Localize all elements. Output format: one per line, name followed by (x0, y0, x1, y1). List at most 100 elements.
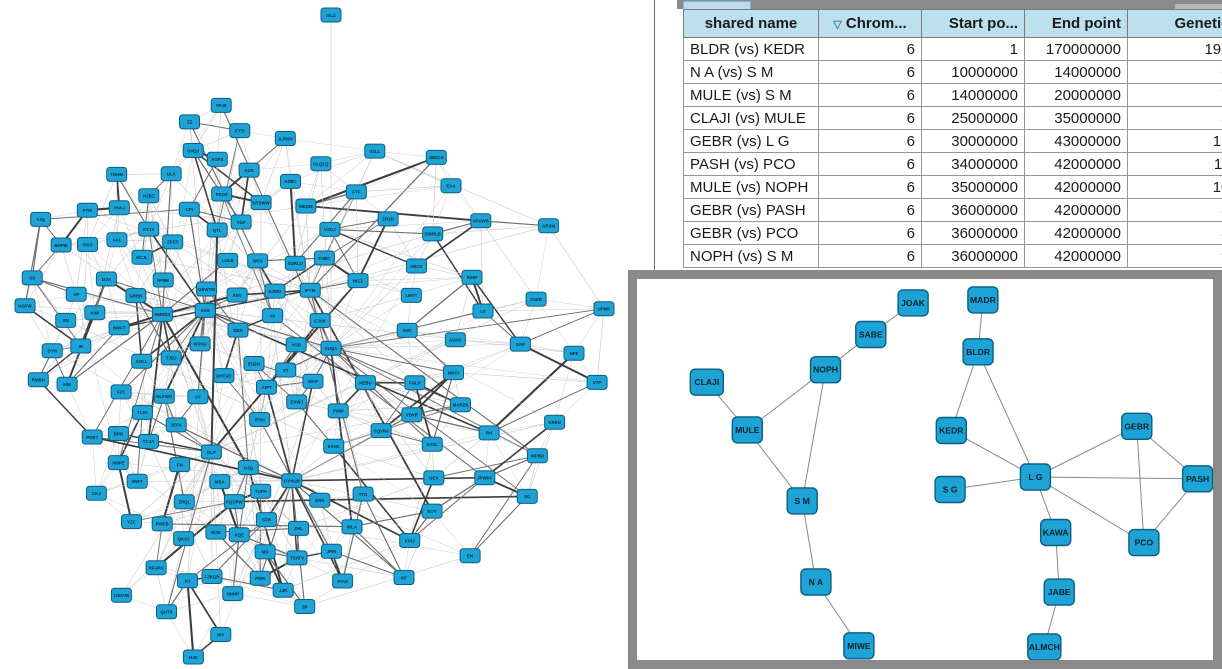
svg-text:XYZL: XYZL (427, 442, 439, 447)
svg-text:UVQJ: UVQJ (187, 148, 200, 153)
svg-text:KQE: KQE (234, 533, 244, 538)
svg-text:OYHUB: OYHUB (284, 479, 300, 484)
svg-text:KEDR: KEDR (939, 426, 964, 436)
svg-text:FXBC: FXBC (318, 256, 331, 261)
svg-text:VP: VP (73, 292, 79, 297)
svg-text:AXG: AXG (200, 308, 210, 313)
svg-text:ZHXD: ZHXD (382, 217, 394, 222)
svg-text:UGFW: UGFW (18, 304, 32, 309)
svg-text:YCJA: YCJA (143, 439, 156, 444)
svg-text:GEWTM: GEWTM (198, 287, 215, 292)
svg-text:QUTX: QUTX (160, 610, 172, 615)
svg-text:ULX: ULX (167, 172, 176, 177)
svg-text:MSA: MSA (215, 479, 226, 484)
svg-text:JABE: JABE (1048, 587, 1071, 597)
svg-text:MJA: MJA (102, 277, 112, 282)
svg-text:VBCD: VBCD (410, 264, 422, 269)
svg-text:KTJX: KTJX (143, 227, 154, 232)
svg-text:PIY: PIY (217, 632, 224, 637)
svg-text:SAP: SAP (516, 342, 525, 347)
svg-text:JPWKF: JPWKF (477, 476, 493, 481)
svg-text:KCJL: KCJL (136, 255, 148, 260)
svg-text:AUKC: AUKC (449, 338, 463, 343)
svg-text:ARXM: ARXM (542, 224, 555, 229)
svg-text:NTSWW: NTSWW (253, 200, 271, 205)
svg-text:BLDR: BLDR (966, 347, 991, 357)
svg-text:SS: SS (29, 276, 35, 281)
svg-text:L G: L G (1028, 472, 1042, 482)
svg-text:YPJE: YPJE (216, 103, 227, 108)
svg-text:YNSJ: YNSJ (114, 206, 126, 211)
svg-text:QKSJ: QKSJ (178, 536, 191, 541)
svg-text:EBN: EBN (233, 328, 242, 333)
svg-text:RIHP: RIHP (467, 275, 478, 280)
svg-text:TUFH: TUFH (255, 489, 267, 494)
svg-text:S M: S M (795, 496, 810, 506)
svg-text:EAA: EAA (446, 184, 456, 189)
svg-text:DLP: DLP (207, 450, 216, 455)
svg-text:PWFB: PWFB (156, 522, 169, 527)
svg-text:GEX: GEX (429, 476, 438, 481)
svg-text:XNC: XNC (403, 328, 413, 333)
svg-text:CJVK: CJVK (314, 318, 327, 323)
svg-text:SABE: SABE (859, 330, 883, 340)
svg-text:SQVNJ: SQVNJ (374, 428, 389, 433)
svg-text:LULB: LULB (222, 258, 234, 263)
svg-text:AOLL: AOLL (136, 359, 148, 364)
svg-text:WJE: WJE (211, 530, 221, 535)
svg-text:KIW: KIW (91, 311, 100, 316)
svg-text:ZP: ZP (302, 604, 308, 609)
svg-text:NLFWO: NLFWO (156, 394, 173, 399)
svg-text:VT: VT (283, 368, 289, 373)
svg-text:RMBH: RMBH (32, 378, 45, 383)
svg-text:BWFT: BWFT (113, 326, 126, 331)
svg-text:HICZ: HICZ (353, 278, 364, 283)
svg-text:LV: LV (480, 309, 485, 314)
svg-text:FQOPW: FQOPW (226, 499, 243, 504)
svg-text:FTF: FTF (352, 190, 360, 195)
svg-text:MAP: MAP (308, 379, 318, 384)
svg-text:JLRWV: JLRWV (278, 136, 293, 141)
svg-text:VFUWB: VFUWB (473, 219, 489, 224)
svg-text:KUS: KUS (244, 168, 253, 173)
svg-text:HJBZ: HJBZ (143, 194, 155, 199)
svg-text:MARZN: MARZN (453, 403, 469, 408)
svg-text:CKJ: CKJ (92, 491, 101, 496)
svg-text:MIN: MIN (63, 382, 71, 387)
svg-text:JJR: JJR (279, 588, 288, 593)
svg-text:CLAJI: CLAJI (694, 377, 719, 387)
svg-text:KPIJ: KPIJ (405, 538, 415, 543)
svg-text:ZZ: ZZ (187, 120, 193, 125)
svg-text:FZC: FZC (117, 390, 126, 395)
svg-text:XM: XM (62, 318, 69, 323)
svg-text:AXL: AXL (113, 238, 122, 243)
svg-text:PWR: PWR (255, 576, 266, 581)
svg-text:TJDJ: TJDJ (166, 356, 177, 361)
svg-text:MADR: MADR (970, 295, 997, 305)
svg-text:MIWE: MIWE (847, 641, 871, 651)
svg-text:NEBU: NEBU (359, 380, 371, 385)
svg-text:RFUPK: RFUPK (149, 566, 165, 571)
svg-text:IXLZ: IXLZ (326, 13, 336, 18)
svg-text:DYH: DYH (48, 349, 57, 354)
svg-text:TTO: TTO (359, 492, 368, 497)
svg-text:NNHP: NNHP (227, 591, 240, 596)
svg-text:MD: MD (262, 550, 269, 555)
svg-text:FN: FN (177, 462, 183, 467)
svg-text:RTHI: RTHI (255, 417, 265, 422)
svg-text:CPI: CPI (186, 207, 193, 212)
svg-text:VXGJ: VXGJ (324, 227, 336, 232)
svg-text:EUZN: EUZN (248, 361, 260, 366)
svg-text:GRBN: GRBN (129, 293, 142, 298)
svg-text:JOAK: JOAK (901, 298, 926, 308)
svg-text:XUQA: XUQA (325, 346, 339, 351)
svg-text:OLQLQ: OLQLQ (313, 162, 329, 167)
svg-text:FTTI: FTTI (235, 128, 244, 133)
svg-text:LWSVB: LWSVB (114, 593, 130, 598)
svg-text:AGFS: AGFS (211, 157, 223, 162)
svg-text:MEDM: MEDM (299, 204, 313, 209)
svg-text:WPBD: WPBD (531, 454, 544, 459)
svg-text:RH: RH (486, 431, 492, 436)
svg-text:EN: EN (467, 554, 473, 559)
svg-text:PASH: PASH (1186, 474, 1209, 484)
